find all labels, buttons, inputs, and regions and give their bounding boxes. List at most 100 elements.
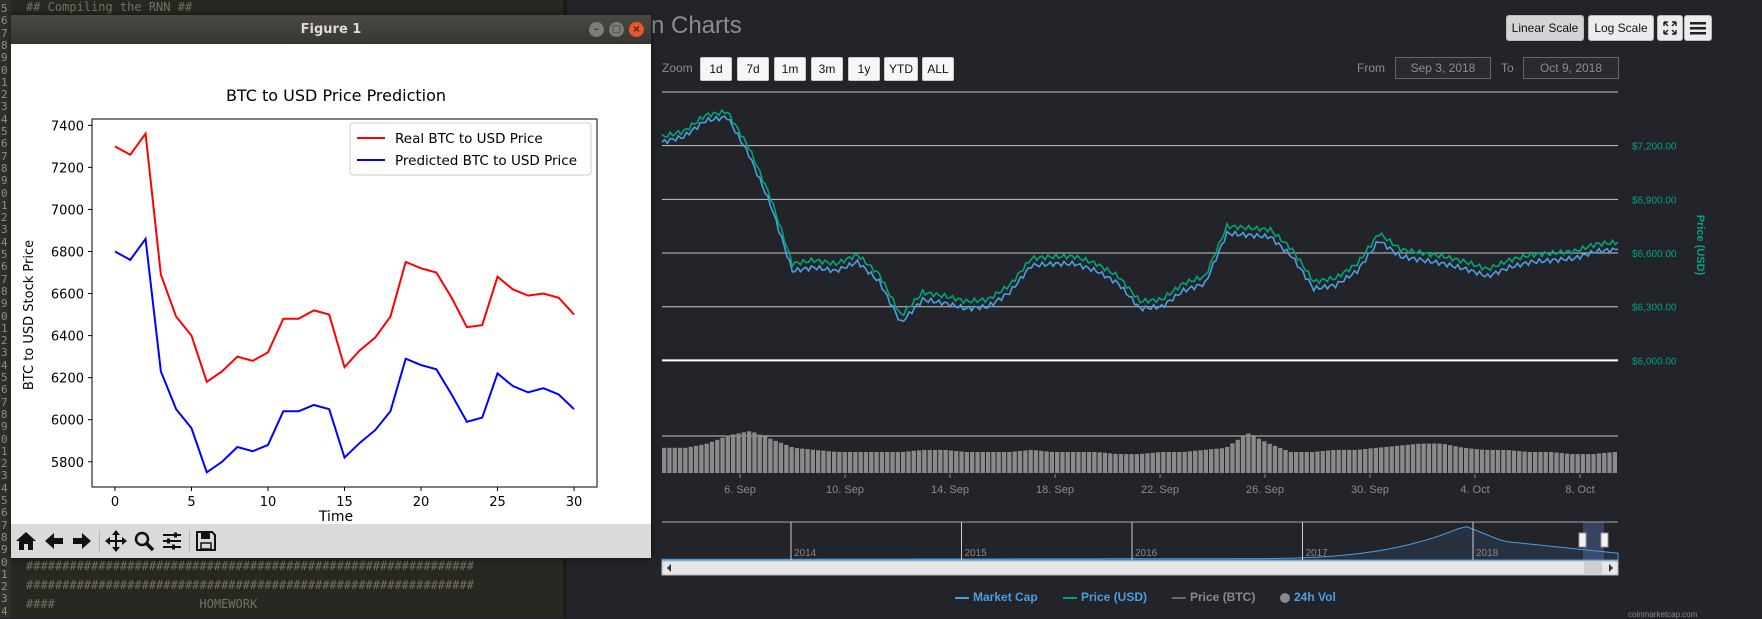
toolbar-separator xyxy=(99,530,100,552)
plot-axes: 0 5 10 15 20 25 30 5800 6000 6200 6400 6600 6800 7000… xyxy=(51,118,598,510)
page-title: n Charts xyxy=(651,12,742,39)
zoom-all-button[interactable]: ALL xyxy=(922,57,954,81)
price-gridlines xyxy=(662,91,1618,362)
volume-bar xyxy=(1405,444,1410,473)
prediction-chart[interactable]: BTC to USD Price Prediction Time BTC to … xyxy=(11,44,651,525)
line-number: 4 xyxy=(1,481,8,495)
line-number: 4 xyxy=(1,112,8,126)
price-axis-title: Price (USD) xyxy=(1694,215,1706,276)
legend-24h-vol[interactable]: 24h Vol xyxy=(1280,590,1336,604)
figure-window[interactable]: Figure 1 – □ × BTC to USD Price Predicti… xyxy=(11,15,651,558)
volume-bar xyxy=(986,452,991,473)
navigator-scrollbar[interactable] xyxy=(661,560,1619,576)
price-tick-label: $6,000.00 xyxy=(1632,356,1677,367)
forward-button[interactable] xyxy=(69,529,95,553)
volume-bar xyxy=(1007,452,1012,473)
volume-bar xyxy=(672,447,677,473)
zoom-1m-button[interactable]: 1m xyxy=(774,57,806,81)
zoom-3m-button[interactable]: 3m xyxy=(811,57,843,81)
volume-bar xyxy=(1092,452,1097,473)
x-tick-label: 10 xyxy=(260,495,277,510)
navigator-year-label: 2014 xyxy=(794,548,817,559)
volume-bar xyxy=(1124,454,1129,473)
line-number: 9 xyxy=(1,297,8,311)
home-button[interactable] xyxy=(13,529,39,553)
from-date-input[interactable]: Sep 3, 2018 xyxy=(1395,57,1491,79)
volume-bar xyxy=(1368,448,1373,473)
navigator-left-handle[interactable] xyxy=(1578,532,1587,548)
code-line[interactable]: ## Compiling the RNN ## xyxy=(26,0,193,14)
line-number: 5 xyxy=(1,2,8,15)
scrollbar-thumb[interactable] xyxy=(1584,562,1602,574)
volume-bar xyxy=(1570,454,1575,473)
volume-bar xyxy=(1575,454,1580,473)
menu-button[interactable] xyxy=(1684,15,1712,41)
volume-bar xyxy=(1506,450,1511,473)
zoom-7d-button[interactable]: 7d xyxy=(737,57,769,81)
legend-price-usd[interactable]: Price (USD) xyxy=(1063,590,1147,604)
volume-bar xyxy=(1086,452,1092,473)
volume-bar xyxy=(890,452,895,473)
save-button[interactable] xyxy=(193,529,219,553)
line-number: 9 xyxy=(1,543,8,557)
volume-bar xyxy=(1145,453,1150,473)
volume-bar xyxy=(991,452,996,473)
volume-bar xyxy=(1118,454,1124,473)
plot-series xyxy=(114,131,575,474)
line-number: 4 xyxy=(1,604,8,618)
zoom-label: Zoom xyxy=(662,61,693,75)
x-tick-label: 30 xyxy=(566,495,583,510)
window-titlebar[interactable]: Figure 1 – □ × xyxy=(11,15,651,44)
scroll-left-icon[interactable] xyxy=(667,564,671,572)
line-number: 7 xyxy=(1,149,8,163)
code-line[interactable]: ########################################… xyxy=(26,578,474,592)
navigator-year-label: 2018 xyxy=(1476,548,1499,559)
volume-bar xyxy=(747,431,752,473)
scroll-right-icon[interactable] xyxy=(1609,564,1613,572)
volume-bar xyxy=(1426,443,1432,473)
volume-bar xyxy=(1001,452,1007,473)
zoom-1d-button[interactable]: 1d xyxy=(700,57,732,81)
credit-link[interactable]: coinmarketcap.com xyxy=(1628,610,1698,619)
volume-bar xyxy=(1474,449,1479,473)
range-navigator[interactable]: 2014 2015 2016 2017 2018 xyxy=(661,521,1619,576)
line-number: 3 xyxy=(1,592,8,606)
fullscreen-button[interactable] xyxy=(1657,15,1683,41)
volume-bar xyxy=(1347,449,1352,473)
volume-bar xyxy=(1033,450,1039,473)
volume-bar xyxy=(1023,450,1028,473)
date-tick-label: 30. Sep xyxy=(1351,484,1389,496)
volume-bar xyxy=(762,436,768,473)
back-button[interactable] xyxy=(41,529,67,553)
navigator-selection[interactable] xyxy=(1583,522,1604,560)
linear-scale-button[interactable]: Linear Scale xyxy=(1506,15,1584,41)
maximize-button[interactable]: □ xyxy=(609,22,624,37)
close-button[interactable]: × xyxy=(629,22,644,37)
code-line[interactable]: #### HOMEWORK xyxy=(26,597,258,611)
minimize-button[interactable]: – xyxy=(589,22,604,37)
volume-bar xyxy=(879,452,885,473)
legend-price-btc[interactable]: Price (BTC) xyxy=(1172,590,1255,604)
y-tick-label: 6000 xyxy=(51,414,84,429)
legend-market-cap[interactable]: Market Cap xyxy=(955,590,1038,604)
to-label: To xyxy=(1501,61,1514,75)
to-date-input[interactable]: Oct 9, 2018 xyxy=(1523,57,1619,79)
volume-bar xyxy=(1612,452,1617,473)
code-line[interactable]: ########################################… xyxy=(26,559,474,573)
navigator-right-handle[interactable] xyxy=(1600,532,1609,548)
y-axis-label: BTC to USD Stock Price xyxy=(22,240,37,390)
volume-bar xyxy=(1251,436,1256,473)
log-scale-button[interactable]: Log Scale xyxy=(1588,15,1654,41)
pan-button[interactable] xyxy=(103,529,129,553)
zoom-button[interactable] xyxy=(131,529,157,553)
configure-subplots-button[interactable] xyxy=(159,529,185,553)
volume-bar xyxy=(1389,446,1394,473)
zoom-1y-button[interactable]: 1y xyxy=(848,57,880,81)
figure-canvas[interactable]: BTC to USD Price Prediction Time BTC to … xyxy=(11,44,651,539)
minimize-icon: – xyxy=(594,24,599,35)
volume-bar xyxy=(1495,449,1501,473)
zoom-ytd-button[interactable]: YTD xyxy=(884,57,918,81)
volume-bar xyxy=(1161,452,1166,473)
